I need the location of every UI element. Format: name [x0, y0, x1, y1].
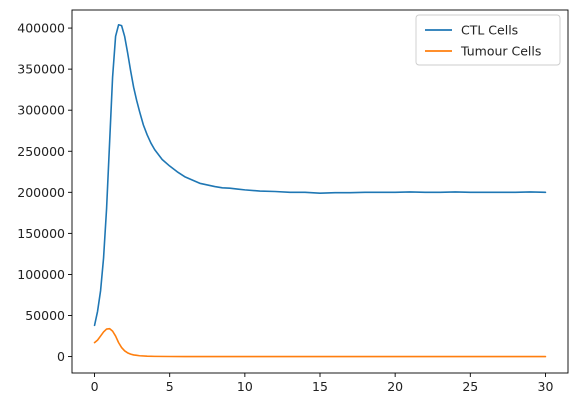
y-tick-label: 0: [57, 349, 65, 364]
x-tick-label: 5: [166, 379, 174, 394]
x-tick-label: 15: [312, 379, 328, 394]
y-tick-label: 100000: [17, 267, 65, 282]
series-line-0: [93, 23, 547, 327]
legend: CTL Cells Tumour Cells: [415, 14, 561, 66]
x-tick-label: 0: [91, 379, 99, 394]
y-tick-label: 350000: [17, 62, 65, 77]
x-tick-label: 30: [538, 379, 554, 394]
legend-label-0: CTL Cells: [461, 23, 518, 38]
axes: 0 5 10 15 20 25 30 0 50000 100000 150000 200000 2500…: [17, 9, 569, 394]
y-tick-label: 300000: [17, 103, 65, 118]
y-tick-label: 250000: [17, 144, 65, 159]
legend-box: [415, 14, 561, 66]
y-tick-label: 150000: [17, 226, 65, 241]
plot-area: [93, 23, 547, 358]
x-tick-label: 20: [387, 379, 403, 394]
y-tick-label: 200000: [17, 185, 65, 200]
y-tick-label: 50000: [25, 308, 65, 323]
y-tick-label: 400000: [17, 21, 65, 36]
x-tick-label: 10: [237, 379, 253, 394]
x-tick-label: 25: [462, 379, 478, 394]
legend-label-1: Tumour Cells: [460, 44, 541, 59]
series-line-1: [93, 327, 547, 358]
